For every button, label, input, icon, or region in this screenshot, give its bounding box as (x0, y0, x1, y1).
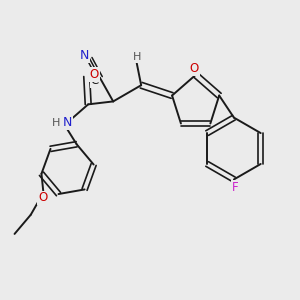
Text: N: N (63, 116, 72, 129)
Text: O: O (89, 68, 99, 81)
Text: O: O (38, 191, 47, 205)
Text: F: F (232, 181, 239, 194)
Text: H: H (52, 118, 61, 128)
Text: C: C (91, 74, 99, 87)
Text: O: O (190, 62, 199, 75)
Text: N: N (80, 49, 89, 62)
Text: H: H (133, 52, 142, 62)
